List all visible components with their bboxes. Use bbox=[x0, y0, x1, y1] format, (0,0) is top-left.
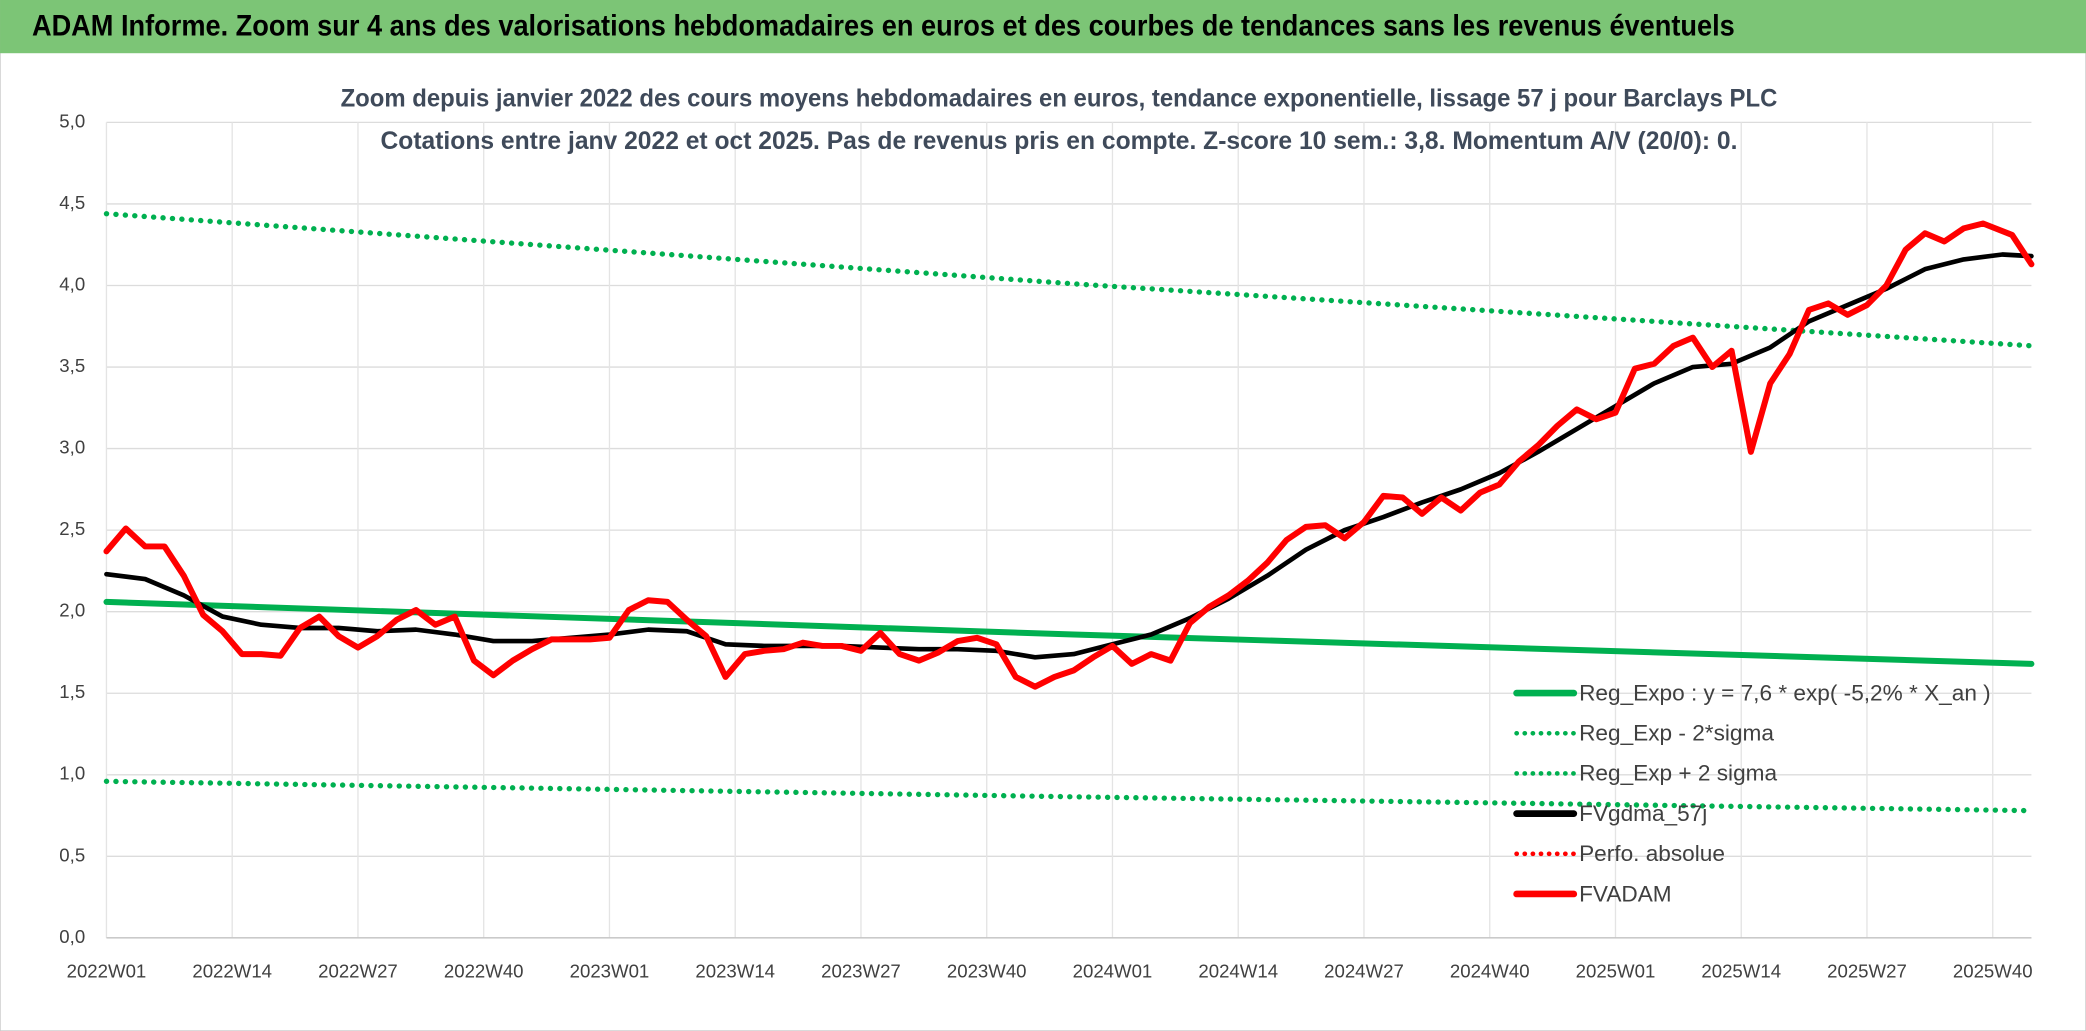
legend-label: Reg_Exp + 2 sigma bbox=[1579, 761, 1777, 786]
x-tick-label: 2022W01 bbox=[67, 960, 147, 981]
y-tick-label: 1,5 bbox=[59, 681, 85, 702]
x-tick-label: 2025W40 bbox=[1953, 960, 2033, 981]
y-tick-label: 1,0 bbox=[59, 763, 85, 784]
series-line bbox=[103, 598, 2035, 667]
legend-label: FVgdma_57j bbox=[1579, 801, 1707, 826]
chart-title: Zoom depuis janvier 2022 des cours moyen… bbox=[341, 84, 1778, 112]
y-tick-label: 5,0 bbox=[59, 110, 85, 131]
legend-label: FVADAM bbox=[1579, 881, 1672, 906]
legend-label: Perfo. absolue bbox=[1579, 841, 1725, 866]
y-tick-label: 2,0 bbox=[59, 600, 85, 621]
legend-label: Reg_Expo : y = 7,6 * exp( -5,2% * X_an ) bbox=[1579, 680, 1991, 705]
legend-label: Reg_Exp - 2*sigma bbox=[1579, 721, 1774, 746]
x-tick-label: 2023W40 bbox=[947, 960, 1027, 981]
x-tick-label: 2025W01 bbox=[1576, 960, 1656, 981]
series-line bbox=[103, 220, 2035, 690]
x-tick-label: 2023W27 bbox=[821, 960, 901, 981]
x-tick-label: 2022W27 bbox=[318, 960, 398, 981]
series-line bbox=[103, 211, 2035, 349]
x-tick-label: 2025W14 bbox=[1701, 960, 1781, 981]
x-tick-label: 2023W01 bbox=[570, 960, 650, 981]
y-tick-label: 4,5 bbox=[59, 192, 85, 213]
x-tick-label: 2024W14 bbox=[1198, 960, 1278, 981]
y-tick-label: 2,5 bbox=[59, 518, 85, 539]
x-tick-label: 2024W01 bbox=[1073, 960, 1153, 981]
y-tick-label: 0,5 bbox=[59, 844, 85, 865]
x-tick-label: 2022W40 bbox=[444, 960, 524, 981]
y-tick-label: 4,0 bbox=[59, 273, 85, 294]
chart-subtitle: Cotations entre janv 2022 et oct 2025. P… bbox=[380, 127, 1737, 155]
y-tick-label: 0,0 bbox=[59, 926, 85, 947]
series-line bbox=[103, 778, 2035, 814]
x-tick-label: 2024W40 bbox=[1450, 960, 1530, 981]
header-title: ADAM Informe. Zoom sur 4 ans des valoris… bbox=[32, 11, 1735, 43]
x-tick-label: 2025W27 bbox=[1827, 960, 1907, 981]
header-banner bbox=[0, 0, 2086, 54]
x-tick-label: 2024W27 bbox=[1324, 960, 1404, 981]
y-tick-label: 3,5 bbox=[59, 355, 85, 376]
y-tick-label: 3,0 bbox=[59, 437, 85, 458]
x-tick-label: 2023W14 bbox=[695, 960, 775, 981]
x-tick-label: 2022W14 bbox=[192, 960, 272, 981]
